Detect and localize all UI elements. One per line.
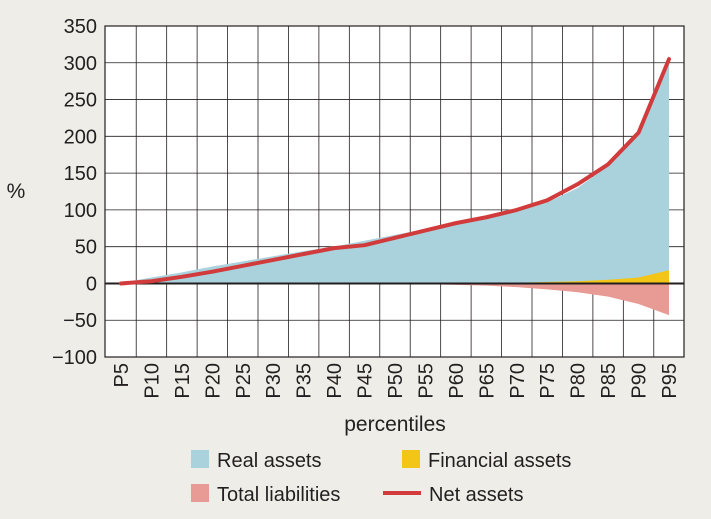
x-tick-label: P30 <box>263 363 285 399</box>
x-tick-labels: P5 P10 P15 P20 P25 P30 P35 P40 P45 P50 P55 P60 P65 P7… <box>111 363 681 399</box>
x-tick-label: P35 <box>294 363 316 399</box>
area-total-liabilities <box>121 283 669 316</box>
y-tick-label: −50 <box>63 310 97 332</box>
x-tick-label: P10 <box>141 363 163 399</box>
area-financial-assets <box>121 270 669 284</box>
y-tick-label: 350 <box>64 16 97 38</box>
line-series <box>119 57 671 286</box>
x-tick-label: P50 <box>385 363 407 399</box>
legend-swatch-total-liabilities <box>191 484 209 502</box>
legend-label-real-assets: Real assets <box>217 450 322 472</box>
x-tick-label: P40 <box>324 363 346 399</box>
y-tick-label: 200 <box>64 126 97 148</box>
legend-swatch-financial-assets <box>402 450 420 468</box>
x-tick-label: P55 <box>415 363 437 399</box>
x-tick-label: P90 <box>629 363 651 399</box>
x-tick-label: P70 <box>507 363 529 399</box>
x-tick-label: P15 <box>172 363 194 399</box>
y-tick-label: 300 <box>64 53 97 75</box>
area-series <box>121 55 669 316</box>
y-tick-label: 250 <box>64 90 97 112</box>
x-tick-label: P5 <box>111 363 133 387</box>
y-axis-label: % <box>7 180 26 203</box>
line-net-assets <box>119 57 671 286</box>
x-tick-label: P80 <box>568 363 590 399</box>
plot-frame <box>104 25 685 358</box>
x-tick-label: P20 <box>202 363 224 399</box>
legend-label-financial-assets: Financial assets <box>428 450 571 472</box>
x-tick-label: P60 <box>446 363 468 399</box>
x-tick-label: P85 <box>598 363 620 399</box>
x-tick-label: P45 <box>355 363 377 399</box>
y-tick-label: 50 <box>75 237 97 259</box>
y-tick-label: 150 <box>64 163 97 185</box>
y-tick-label: 100 <box>64 200 97 222</box>
x-tick-label: P65 <box>476 363 498 399</box>
y-tick-label: −100 <box>52 347 97 369</box>
area-real-assets <box>121 55 669 284</box>
x-tick-label: P25 <box>233 363 255 399</box>
legend-label-net-assets: Net assets <box>429 484 523 506</box>
legend: Real assets Financial assets Total liabili… <box>191 450 571 506</box>
legend-label-total-liabilities: Total liabilities <box>217 484 340 506</box>
legend-swatch-real-assets <box>191 450 209 468</box>
x-tick-label: P75 <box>537 363 559 399</box>
y-tick-labels: 350 300 250 200 150 100 50 0 −50 −100 <box>52 16 97 369</box>
x-axis-label: percentiles <box>344 413 446 436</box>
x-tick-label: P95 <box>659 363 681 399</box>
y-tick-label: 0 <box>86 273 97 295</box>
